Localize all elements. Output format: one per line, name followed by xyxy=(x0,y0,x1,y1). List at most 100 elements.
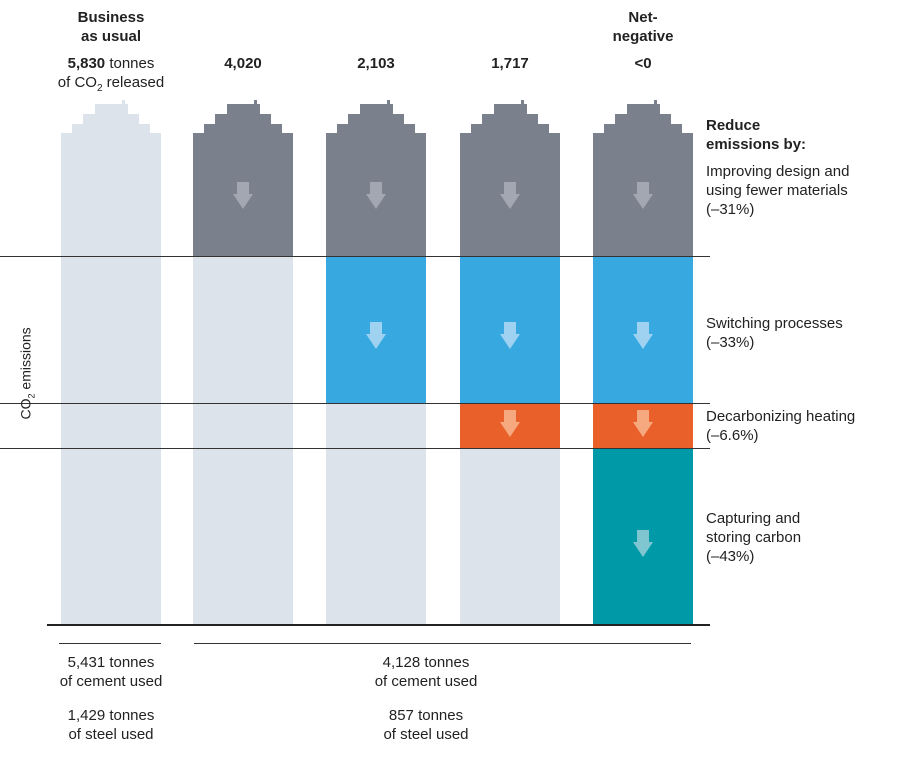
unit2: of CO xyxy=(57,74,97,91)
chimney xyxy=(514,104,517,114)
down-arrow-icon-shaft xyxy=(370,182,382,194)
building-cap xyxy=(482,114,538,124)
building-cap xyxy=(337,124,415,133)
building-cap xyxy=(604,124,682,133)
down-arrow-icon-shaft xyxy=(504,182,516,194)
building-cap xyxy=(326,133,426,140)
building-cap xyxy=(72,124,150,133)
building-cap xyxy=(615,114,671,124)
t: (–43%) xyxy=(706,548,755,565)
down-arrow-icon-shaft xyxy=(637,322,649,334)
down-arrow-icon-head xyxy=(633,422,653,437)
down-arrow-icon-shaft xyxy=(637,530,649,542)
down-arrow-icon-shaft xyxy=(370,322,382,334)
unit2b: released xyxy=(102,74,165,91)
building-cap xyxy=(95,104,128,114)
building-cap xyxy=(348,114,404,124)
down-arrow-icon-head xyxy=(633,542,653,557)
down-arrow-icon-head xyxy=(233,194,253,209)
t: using fewer materials xyxy=(706,182,848,199)
building-cap xyxy=(83,114,139,124)
header-bau: Business as usual xyxy=(36,8,186,46)
chimney xyxy=(115,104,118,114)
t: 5,431 tonnes xyxy=(67,654,155,671)
value-label: 2,103 xyxy=(357,55,395,72)
header-net-line1: Net- xyxy=(628,9,658,26)
t: of cement used xyxy=(59,673,163,690)
down-arrow-icon-head xyxy=(366,194,386,209)
building-cap xyxy=(227,104,260,114)
building-cap xyxy=(61,133,161,140)
bar-segment-base xyxy=(193,403,293,448)
t: (–31%) xyxy=(706,201,755,218)
t: Switching processes xyxy=(706,315,843,332)
bar-segment-base xyxy=(61,256,161,403)
y-axis-label: CO2 emissions xyxy=(17,327,37,420)
t: (–6.6%) xyxy=(706,427,759,444)
bar-segment-base xyxy=(193,256,293,403)
t: (–33%) xyxy=(706,334,755,351)
baseline xyxy=(47,624,710,626)
bar-segment-base xyxy=(61,403,161,448)
unit: tonnes xyxy=(109,55,155,72)
bar-segment-base xyxy=(61,448,161,625)
value-label: 5,830 xyxy=(67,55,106,72)
down-arrow-icon-head xyxy=(500,334,520,349)
down-arrow-icon-shaft xyxy=(504,410,516,422)
bar-segment-base xyxy=(326,448,426,625)
divider-line xyxy=(0,448,710,449)
down-arrow-icon-shaft xyxy=(637,410,649,422)
t: Improving design and xyxy=(706,163,850,180)
bar-segment-base xyxy=(61,140,161,256)
header-bau-line1: Business xyxy=(77,9,145,26)
bar-segment-base xyxy=(460,448,560,625)
t: storing carbon xyxy=(706,529,802,546)
value-label: 1,717 xyxy=(491,55,529,72)
header-net-negative: Net-negative xyxy=(568,8,718,46)
chimney xyxy=(254,100,257,114)
header-bau-line2: as usual xyxy=(80,28,142,45)
bau-steel: 1,429 tonnes of steel used xyxy=(36,706,186,744)
building-cap xyxy=(360,104,393,114)
chimney xyxy=(247,104,250,114)
unit2-sub: 2 xyxy=(96,83,103,94)
alt-steel: 857 tonnes of steel used xyxy=(351,706,501,744)
divider-line xyxy=(0,403,710,404)
down-arrow-icon-head xyxy=(633,194,653,209)
chimney xyxy=(122,100,125,114)
chimney xyxy=(521,100,524,114)
legend-processes: Switching processes (–33%) xyxy=(706,314,843,352)
footer-rule xyxy=(59,643,161,644)
t: Decarbonizing heating xyxy=(706,408,856,425)
t: 4,128 tonnes xyxy=(382,654,470,671)
t: of cement used xyxy=(374,673,478,690)
t: of steel used xyxy=(68,726,154,743)
chimney xyxy=(380,104,383,114)
down-arrow-icon-shaft xyxy=(637,182,649,194)
chimney xyxy=(387,100,390,114)
alt-cement: 4,128 tonnes of cement used xyxy=(351,653,501,691)
building-cap xyxy=(471,124,549,133)
t: of steel used xyxy=(383,726,469,743)
legend-title: Reduce emissions by: xyxy=(706,116,806,154)
t: 857 tonnes xyxy=(388,707,464,724)
legend-title-2: emissions by: xyxy=(706,136,807,153)
legend-heating: Decarbonizing heating (–6.6%) xyxy=(706,407,855,445)
footer-rule xyxy=(194,643,691,644)
down-arrow-icon-head xyxy=(500,422,520,437)
bau-cement: 5,431 tonnes of cement used xyxy=(36,653,186,691)
building-cap xyxy=(627,104,660,114)
down-arrow-icon-head xyxy=(366,334,386,349)
legend-design: Improving design and using fewer material… xyxy=(706,162,849,219)
down-arrow-icon-head xyxy=(633,334,653,349)
chimney xyxy=(647,104,650,114)
down-arrow-icon-head xyxy=(500,194,520,209)
divider-line xyxy=(0,256,710,257)
building-cap xyxy=(204,124,282,133)
bau-value-label: 5,830 tonnes of CO2 released xyxy=(36,54,186,98)
value-label: <0 xyxy=(634,55,652,72)
building-cap xyxy=(593,133,693,140)
building-cap xyxy=(460,133,560,140)
t: Capturing and xyxy=(706,510,801,527)
